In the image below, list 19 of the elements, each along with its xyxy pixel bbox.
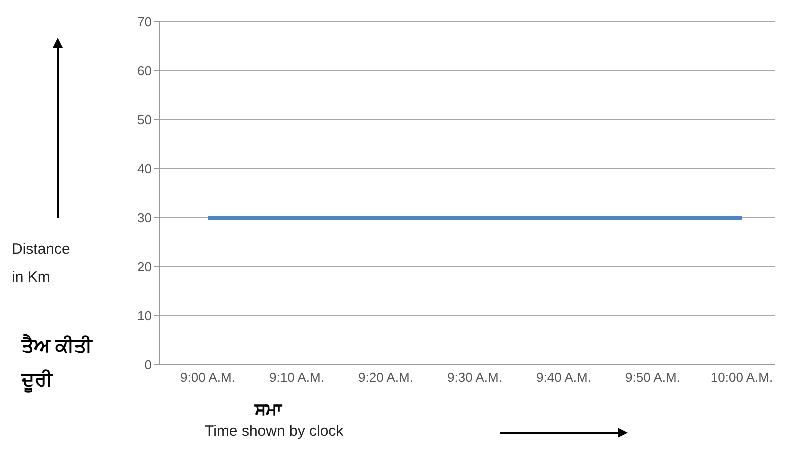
y-axis-title: Distance in Km [12,240,70,288]
y-tick-label: 50 [138,112,152,128]
y-tick-label: 70 [138,14,152,30]
x-tick-label: 9:20 A.M. [358,370,414,386]
y-tick-label: 0 [144,358,152,373]
text: ਸਮਾ [255,400,282,420]
x-tick-label: 9:00 A.M. [180,370,236,386]
y-tick-label: 60 [138,64,152,79]
x-tick-label: 9:10 A.M. [270,370,324,386]
x-tick-label: 9:50 A.M. [626,370,680,386]
x-tick-label: 9:30 A.M. [448,370,502,386]
y-tick-label: 40 [138,162,152,177]
y-tick-label: 30 [138,210,152,226]
y-tick-label: 10 [138,308,152,324]
text: ਤੈਅ ਕੀਤੀ ਦੂਰੀ [22,333,92,395]
x-tick-label: 9:40 A.M. [536,370,592,386]
y-tick-label: 20 [138,260,152,275]
x-tick-label: 10:00 A.M. [710,370,774,386]
x-axis-title: Time shown by clock [205,423,344,440]
